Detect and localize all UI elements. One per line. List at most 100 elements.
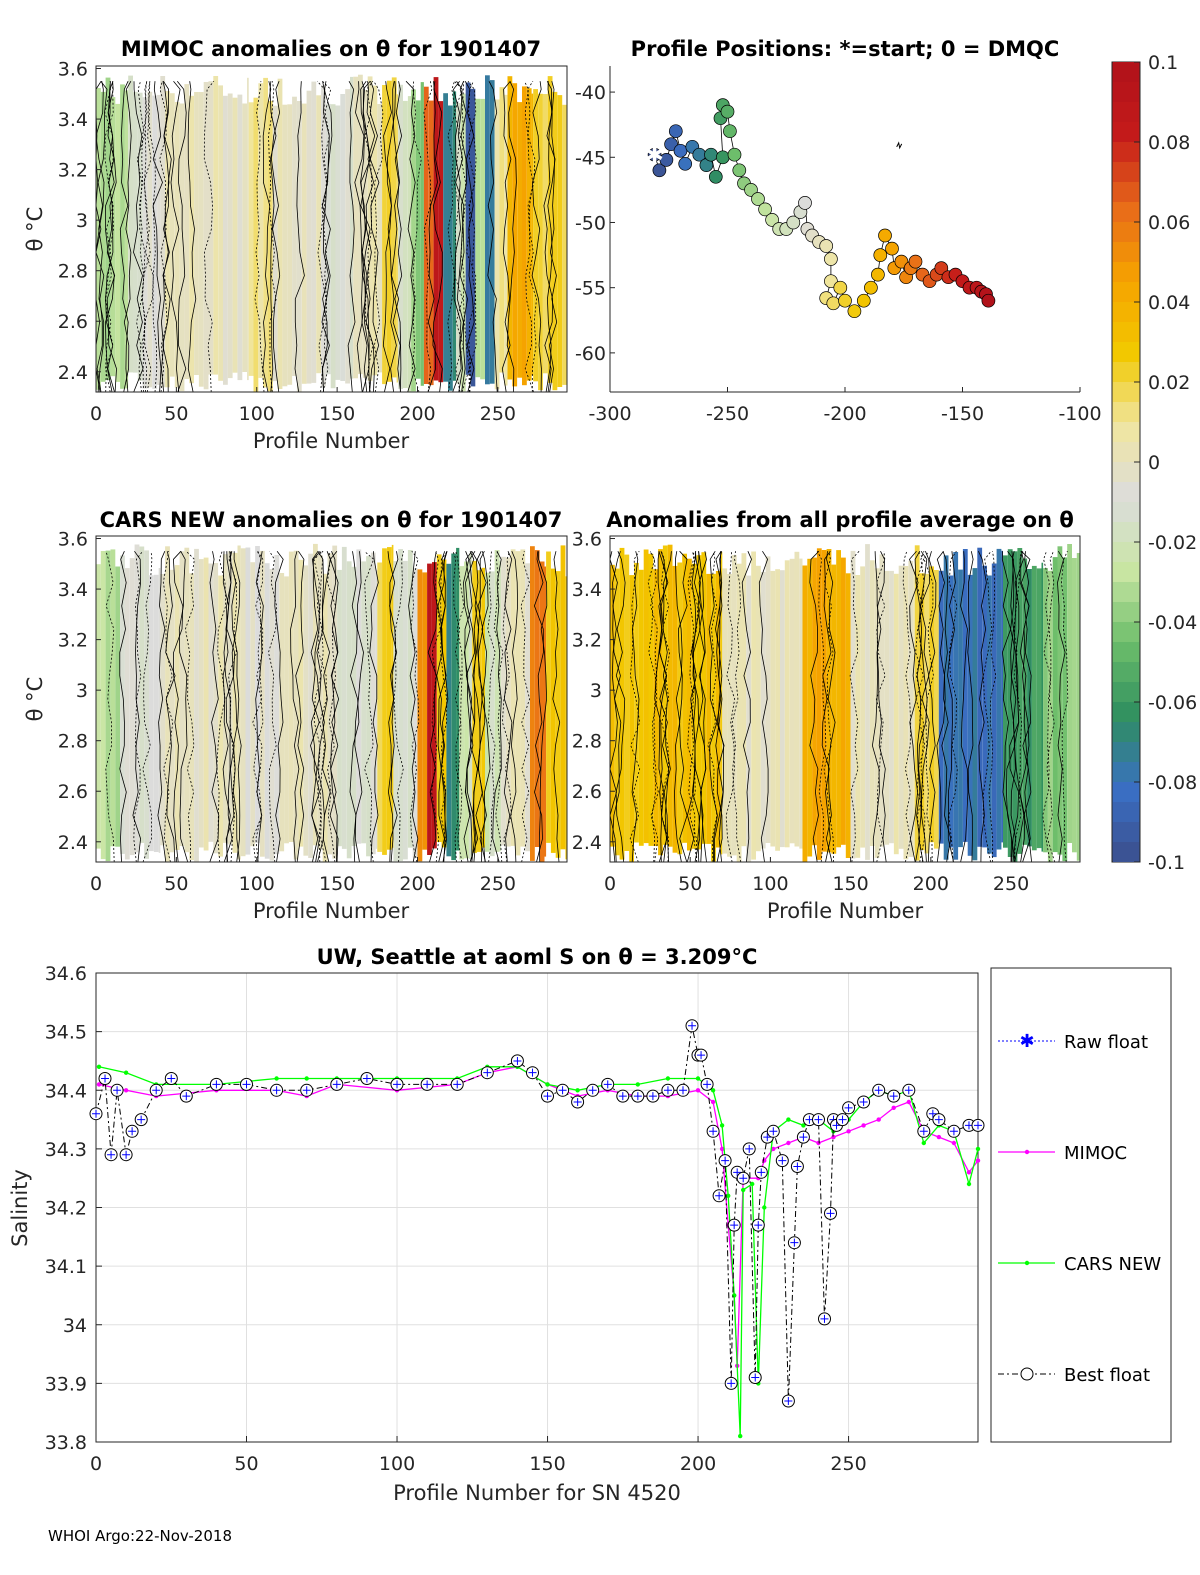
cars-anomaly-cell	[534, 550, 540, 847]
cars-contour	[295, 550, 305, 863]
positions-x-ticks: -300 -250 -200 -150 -100	[588, 387, 1102, 425]
allavg-ytick-label: 2.8	[572, 731, 602, 753]
mimoc-anomaly-cell	[242, 103, 248, 372]
series-point-mimoc	[975, 1158, 981, 1163]
mimoc-anomaly-cell	[330, 104, 336, 389]
mimoc-anomaly-cell	[232, 97, 238, 373]
cars-xtick-label: 250	[480, 873, 516, 895]
cars-anomaly-cell	[218, 575, 223, 857]
mimoc-anomaly-cell	[507, 76, 513, 380]
colorbar-band	[1113, 642, 1139, 662]
allavg-contour	[686, 551, 697, 863]
best-float-point	[209, 1077, 223, 1091]
colorbar-band	[1113, 142, 1139, 162]
position-point	[732, 163, 747, 178]
allavg-anomaly-cell	[794, 551, 800, 847]
mimoc-contour	[405, 80, 416, 393]
best-float-point	[812, 1113, 825, 1127]
cars-contour	[228, 551, 238, 863]
best-float-point	[390, 1077, 404, 1091]
legend-raw-float: ✱ Raw float	[998, 1031, 1148, 1053]
mimoc-contour	[543, 81, 554, 393]
position-point	[885, 241, 899, 256]
mimoc-anomaly-cell	[538, 93, 543, 391]
positions-ytick-label: -50	[575, 212, 606, 234]
mimoc-contour	[447, 81, 456, 393]
position-point	[847, 304, 862, 319]
colorbar-band	[1113, 582, 1139, 602]
mimoc-anomaly-cell	[531, 93, 534, 376]
mimoc-anomaly-cell	[504, 94, 508, 386]
mimoc-anomaly-cell	[247, 77, 249, 381]
cars-anomaly-cell	[198, 559, 204, 848]
allavg-anomaly-cell	[903, 566, 909, 860]
colorbar-band	[1113, 362, 1139, 382]
series-point-mimoc	[966, 1170, 972, 1175]
cars-xtick-label: 0	[90, 873, 102, 895]
cars-contour	[253, 550, 264, 863]
mimoc-contour	[162, 80, 172, 393]
mimoc-contour	[459, 81, 468, 393]
cars-contour	[157, 551, 167, 863]
allavg-contour	[677, 550, 688, 863]
mimoc-contour	[423, 81, 433, 393]
colorbar-bands	[1113, 62, 1139, 862]
cars-contour	[501, 551, 512, 863]
allavg-contour	[631, 551, 640, 863]
cars-contour	[464, 550, 475, 863]
mimoc-contour	[452, 80, 462, 393]
allavg-contour	[659, 551, 670, 863]
cars-anomaly-cell	[129, 558, 135, 856]
best-float-point	[98, 1072, 112, 1085]
legend-label-cars: CARS NEW	[1064, 1254, 1161, 1275]
best-float-point	[119, 1148, 133, 1162]
cars-contour	[476, 551, 487, 863]
cars-anomaly-cell	[313, 543, 318, 846]
best-float-point	[104, 1148, 118, 1162]
mimoc-contour	[262, 81, 272, 393]
salinity-ytick-label: 34.3	[45, 1139, 87, 1161]
position-point	[981, 293, 996, 308]
allavg-anomaly-cell	[731, 555, 737, 856]
allavg-anomaly-cell	[958, 569, 963, 848]
allavg-anomaly-cell	[701, 552, 707, 844]
position-point	[878, 228, 892, 243]
cars-anomaly-cell	[520, 549, 526, 847]
allavg-anomaly-cell	[760, 572, 766, 849]
cars-x-ticks: 0 50 100 150 200 250	[90, 857, 516, 895]
profile-positions-panel: Profile Positions: *=start; 0 = DMQC ✱ -…	[575, 37, 1102, 425]
cars-contour	[142, 551, 153, 863]
position-point	[708, 169, 723, 184]
cars-anomaly-cell	[158, 568, 161, 853]
mimoc-anomaly-cell	[258, 83, 264, 378]
mimoc-anomaly-cell	[152, 95, 158, 389]
colorbar-band	[1113, 282, 1139, 302]
allavg-anomaly-cell	[884, 570, 890, 845]
allavg-contour	[915, 550, 926, 863]
colorbar-band	[1113, 82, 1139, 102]
cars-anomaly-cell	[366, 556, 371, 857]
mimoc-anomaly-cell	[223, 95, 228, 385]
allavg-anomaly-cell	[850, 550, 856, 859]
allavg-anomaly-cell	[1003, 555, 1008, 848]
allavg-contour	[941, 551, 952, 863]
allavg-anomaly-cell	[736, 563, 742, 862]
cars-contour	[274, 550, 284, 863]
salinity-ylabel: Salinity	[8, 1169, 32, 1247]
mimoc-anomaly-cell	[301, 103, 307, 384]
mimoc-contour	[531, 81, 542, 393]
colorbar-band	[1113, 802, 1139, 822]
cars-anomaly-cell	[124, 568, 130, 860]
dot-icon	[1024, 1260, 1030, 1266]
allavg-contour	[849, 550, 860, 863]
mimoc-anomaly-cell	[277, 78, 283, 389]
cars-contour	[437, 551, 448, 863]
cars-ytick-label: 3	[76, 680, 88, 702]
cars-anomaly-cell	[327, 553, 333, 855]
mimoc-anomaly-cell	[542, 94, 548, 374]
mimoc-anomaly-cell	[420, 82, 424, 386]
mimoc-contour	[394, 81, 403, 393]
allavg-anomaly-cell	[938, 570, 944, 844]
allavg-ytick-label: 2.4	[572, 832, 602, 854]
best-float-point	[712, 1189, 726, 1203]
